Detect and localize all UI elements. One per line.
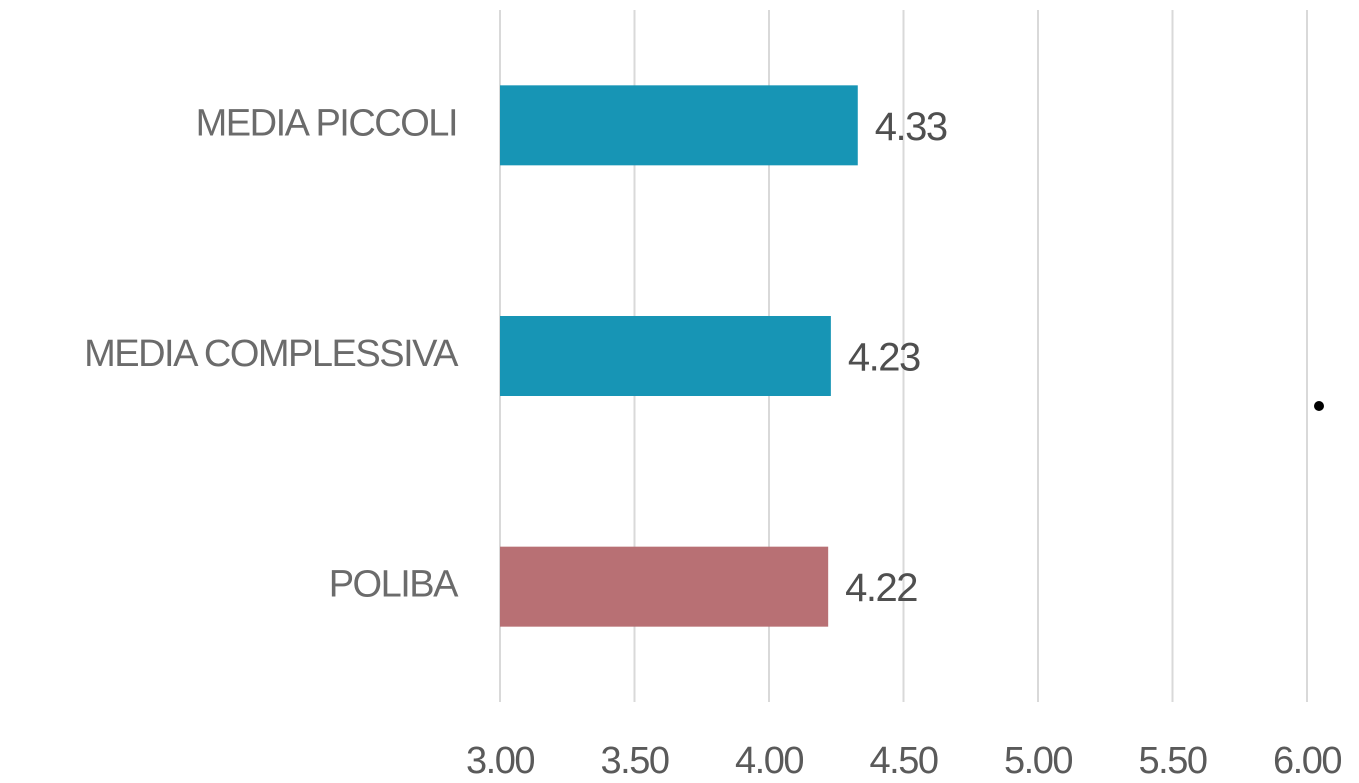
value-label: 4.23 (848, 336, 920, 380)
bar (500, 85, 858, 166)
x-tick-label: 5.50 (1139, 740, 1207, 782)
x-tick-label: 5.00 (1004, 740, 1072, 782)
value-label: 4.33 (875, 105, 947, 149)
dot (1314, 401, 1324, 411)
x-tick-label: 6.00 (1273, 740, 1341, 782)
x-tick-label: 4.50 (870, 740, 938, 782)
x-tick-label: 3.50 (601, 740, 669, 782)
bar (500, 316, 831, 396)
y-tick-label: MEDIA COMPLESSIVA (84, 333, 459, 375)
x-tick-label: 3.00 (466, 740, 534, 782)
bar (500, 546, 829, 627)
x-tick-label: 4.00 (735, 740, 803, 782)
value-label: 4.22 (845, 566, 917, 610)
y-tick-label: MEDIA PICCOLI (196, 102, 457, 144)
y-tick-label: POLIBA (329, 564, 459, 606)
